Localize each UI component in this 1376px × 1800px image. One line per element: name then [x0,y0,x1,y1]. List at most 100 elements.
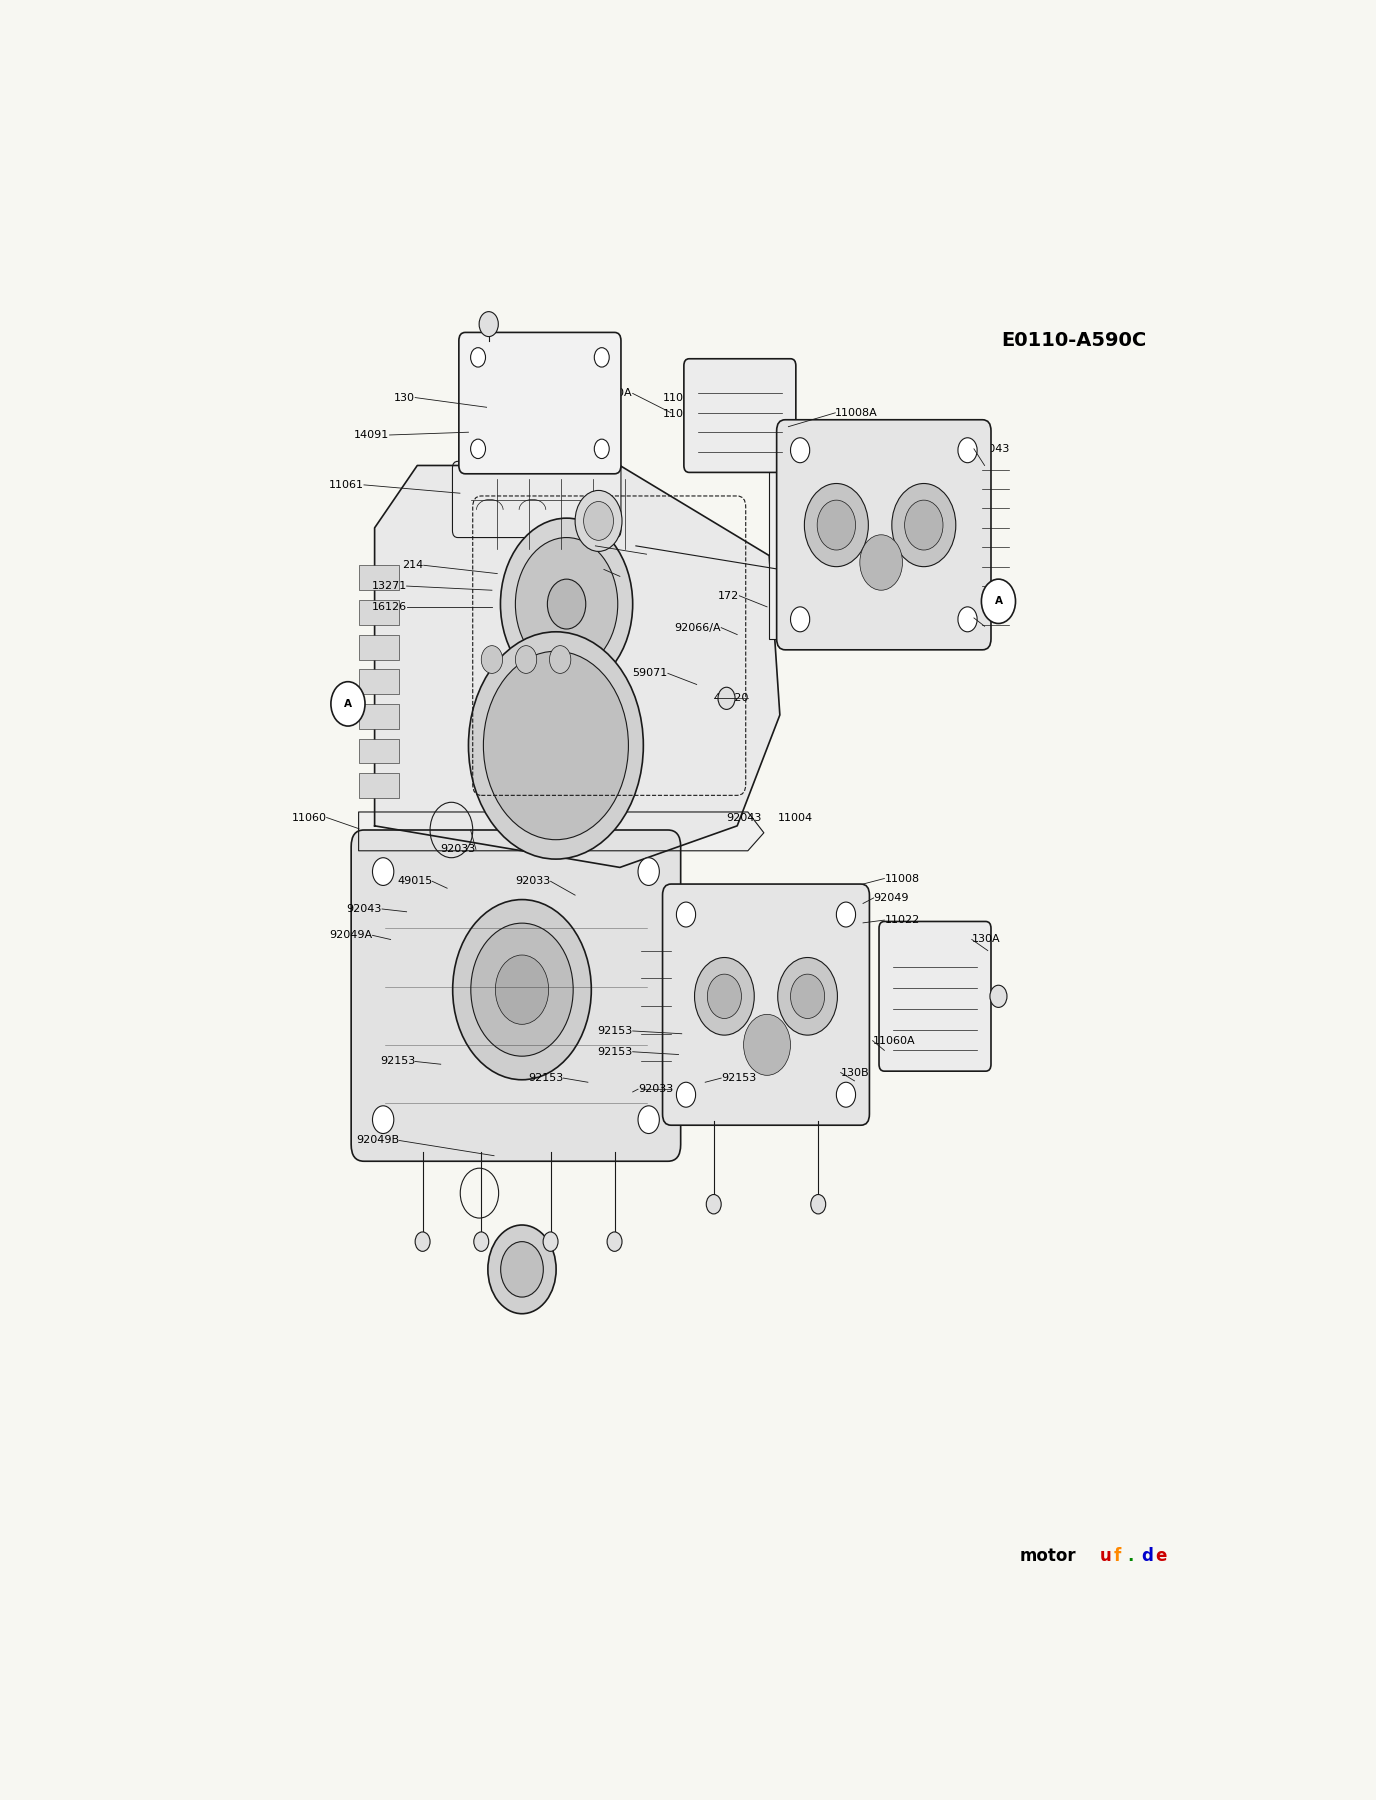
FancyBboxPatch shape [684,358,795,472]
Circle shape [468,632,644,859]
Circle shape [471,439,486,459]
Text: 16126: 16126 [372,601,407,612]
Circle shape [501,1242,544,1298]
FancyBboxPatch shape [351,830,681,1161]
Text: 13271: 13271 [372,581,407,590]
Circle shape [549,646,571,673]
Circle shape [677,902,696,927]
Circle shape [544,1231,559,1251]
Circle shape [810,1195,826,1213]
Circle shape [483,652,629,839]
Circle shape [638,859,659,886]
Text: 92049C: 92049C [560,565,604,574]
Text: A: A [344,698,352,709]
Text: 172: 172 [718,590,739,601]
FancyBboxPatch shape [776,419,991,650]
Circle shape [860,535,903,590]
FancyBboxPatch shape [879,922,991,1071]
Text: 92033: 92033 [516,877,550,886]
Text: 130A: 130A [604,389,633,398]
Circle shape [471,923,574,1057]
Circle shape [777,958,838,1035]
Text: 92153: 92153 [692,378,728,387]
Text: 92153: 92153 [597,1026,633,1037]
Text: 92153: 92153 [528,1073,563,1084]
Circle shape [805,484,868,567]
Circle shape [638,1105,659,1134]
Circle shape [695,958,754,1035]
Text: 130B: 130B [567,540,596,551]
Circle shape [453,900,592,1080]
Text: 92153: 92153 [721,1073,757,1084]
Circle shape [817,500,856,551]
Text: 11061: 11061 [329,481,363,490]
Circle shape [482,646,502,673]
Bar [359,738,399,763]
Circle shape [790,437,809,463]
Circle shape [989,985,1007,1008]
Circle shape [791,974,824,1019]
Polygon shape [359,812,764,851]
FancyBboxPatch shape [458,333,621,473]
Circle shape [373,859,394,886]
Text: 59071: 59071 [633,668,667,679]
FancyBboxPatch shape [453,461,621,538]
Circle shape [548,580,586,628]
Text: 11060A: 11060A [663,409,705,419]
Circle shape [479,311,498,337]
Circle shape [583,502,614,540]
Circle shape [707,974,742,1019]
Text: d: d [1141,1548,1153,1566]
Circle shape [516,538,618,671]
Circle shape [958,437,977,463]
Circle shape [958,607,977,632]
Circle shape [471,347,486,367]
Text: 92049B: 92049B [356,1136,399,1145]
Bar [359,565,399,590]
Circle shape [488,1226,556,1314]
Circle shape [516,646,537,673]
Text: 92033: 92033 [440,844,476,855]
Text: 92043: 92043 [347,904,383,914]
Text: u: u [1099,1548,1112,1566]
Text: e: e [1156,1548,1167,1566]
Text: A: A [995,596,1003,607]
FancyBboxPatch shape [663,884,870,1125]
Text: .: . [1127,1548,1134,1566]
Circle shape [706,1195,721,1213]
Circle shape [790,607,809,632]
Circle shape [594,439,610,459]
Text: 92153: 92153 [597,1048,633,1057]
Text: 92049: 92049 [702,423,738,434]
Text: 92049: 92049 [874,893,910,904]
Text: 11060: 11060 [292,812,326,823]
Circle shape [607,1231,622,1251]
Circle shape [904,500,943,551]
Circle shape [837,1082,856,1107]
Text: 11004: 11004 [777,812,813,823]
Text: E0110-A590C: E0110-A590C [1002,331,1148,351]
Text: 11004: 11004 [974,614,1009,623]
Circle shape [892,484,956,567]
Bar [769,430,790,639]
Text: f: f [1113,1548,1121,1566]
Text: 14091: 14091 [354,430,389,439]
Circle shape [677,1082,696,1107]
Text: 92033: 92033 [638,1084,673,1094]
Text: 11022: 11022 [663,392,698,403]
Text: 11008A: 11008A [835,409,878,418]
Text: 92043: 92043 [974,445,1010,454]
Circle shape [373,1105,394,1134]
Text: 92049A: 92049A [329,931,373,940]
Circle shape [416,1231,431,1251]
Circle shape [743,1015,790,1075]
Text: 130B: 130B [841,1067,870,1078]
Text: 49015: 49015 [396,877,432,886]
Bar [359,599,399,625]
Text: 49120: 49120 [714,693,749,704]
Circle shape [981,580,1015,623]
Circle shape [473,1231,488,1251]
Circle shape [594,347,610,367]
Text: 11060A: 11060A [872,1035,915,1046]
Circle shape [330,682,365,725]
